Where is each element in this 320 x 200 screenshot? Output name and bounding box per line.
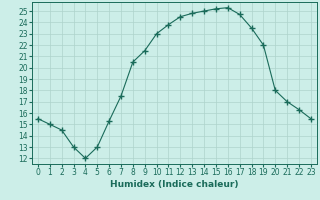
X-axis label: Humidex (Indice chaleur): Humidex (Indice chaleur): [110, 180, 239, 189]
